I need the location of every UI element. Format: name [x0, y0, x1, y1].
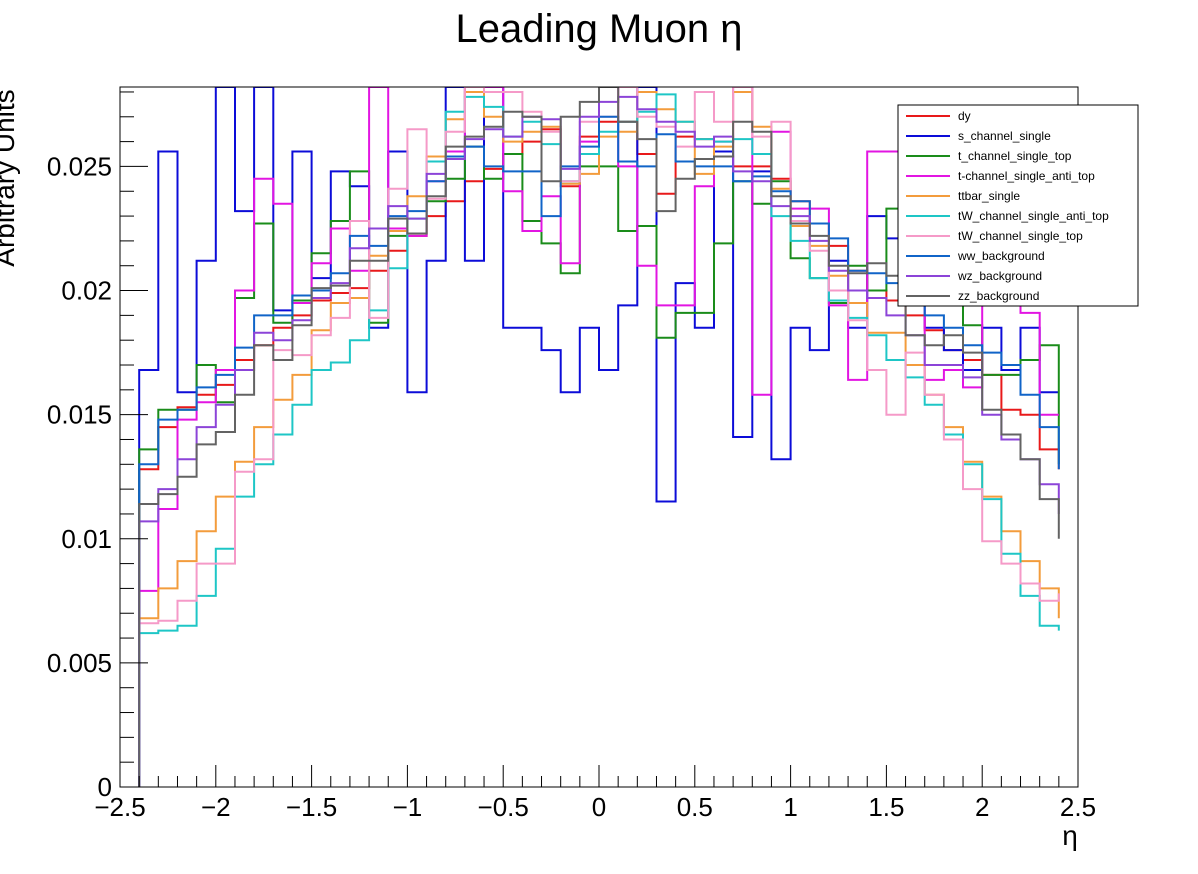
- x-tick-label: −0.5: [478, 792, 529, 822]
- legend-entry-tW-channel-single-top: tW_channel_single_top: [906, 229, 1083, 243]
- histogram-dy: [138, 120, 1060, 787]
- y-axis-label: Arbitrary Units: [0, 89, 20, 266]
- y-tick-label: 0: [98, 772, 112, 802]
- legend-entry-t-channel-single-top: t_channel_single_top: [906, 149, 1072, 163]
- x-tick-label: 0.5: [677, 792, 713, 822]
- legend-entry-ww-background: ww_background: [906, 249, 1045, 263]
- legend-label: s_channel_single: [958, 129, 1051, 143]
- legend-entry-s-channel-single: s_channel_single: [906, 129, 1051, 143]
- x-tick-label: 1: [783, 792, 797, 822]
- y-tick-label: 0.02: [61, 276, 112, 306]
- y-tick-label: 0.025: [47, 151, 112, 181]
- histogram-series-group: [138, 87, 1060, 787]
- y-tick-label: 0.01: [61, 524, 112, 554]
- chart-title: Leading Muon η: [456, 7, 743, 51]
- legend-label: zz_background: [958, 289, 1039, 303]
- legend-label: t_channel_single_top: [958, 149, 1072, 163]
- x-tick-label: −2: [201, 792, 231, 822]
- legend-entry-tW-channel-single-anti-top: tW_channel_single_anti_top: [906, 209, 1109, 223]
- legend-items: dy s_channel_single t_channel_single_top t-…: [906, 109, 1109, 303]
- legend-label: tW_channel_single_top: [958, 229, 1083, 243]
- y-tick-label: 0.015: [47, 400, 112, 430]
- y-tick-label: 0.005: [47, 648, 112, 678]
- legend-label: ttbar_single: [958, 189, 1020, 203]
- x-tick-label: −2.5: [94, 792, 145, 822]
- legend-entry-zz-background: zz_background: [906, 289, 1039, 303]
- legend-label: dy: [958, 109, 971, 123]
- legend-entry-t-channel-single-anti-top: t-channel_single_anti_top: [906, 169, 1095, 183]
- legend-label: t-channel_single_anti_top: [958, 169, 1095, 183]
- legend-entry-dy: dy: [906, 109, 971, 123]
- x-tick-label: 1.5: [868, 792, 904, 822]
- x-tick-label: −1.5: [286, 792, 337, 822]
- legend-entry-ttbar-single: ttbar_single: [906, 189, 1020, 203]
- x-tick-label: −1: [393, 792, 423, 822]
- legend-label: tW_channel_single_anti_top: [958, 209, 1109, 223]
- legend: dy s_channel_single t_channel_single_top t-…: [897, 104, 1139, 307]
- legend-box: [897, 104, 1139, 307]
- legend-label: wz_background: [957, 269, 1042, 283]
- x-tick-label: 0: [592, 792, 606, 822]
- x-tick-label: 2: [975, 792, 989, 822]
- histogram-zz-background: [138, 87, 1060, 787]
- y-axis-ticks: 0 0.005 0.01 0.015 0.02 0.025: [47, 91, 148, 802]
- x-axis-ticks: −2.5 −2 −1.5 −1 −0.5 0 0.5 1 1.5 2 2.5: [94, 765, 1096, 822]
- legend-label: ww_background: [957, 249, 1045, 263]
- x-axis-label: η: [1062, 820, 1078, 851]
- x-tick-label: 2.5: [1060, 792, 1096, 822]
- legend-entry-wz-background: wz_background: [906, 269, 1042, 283]
